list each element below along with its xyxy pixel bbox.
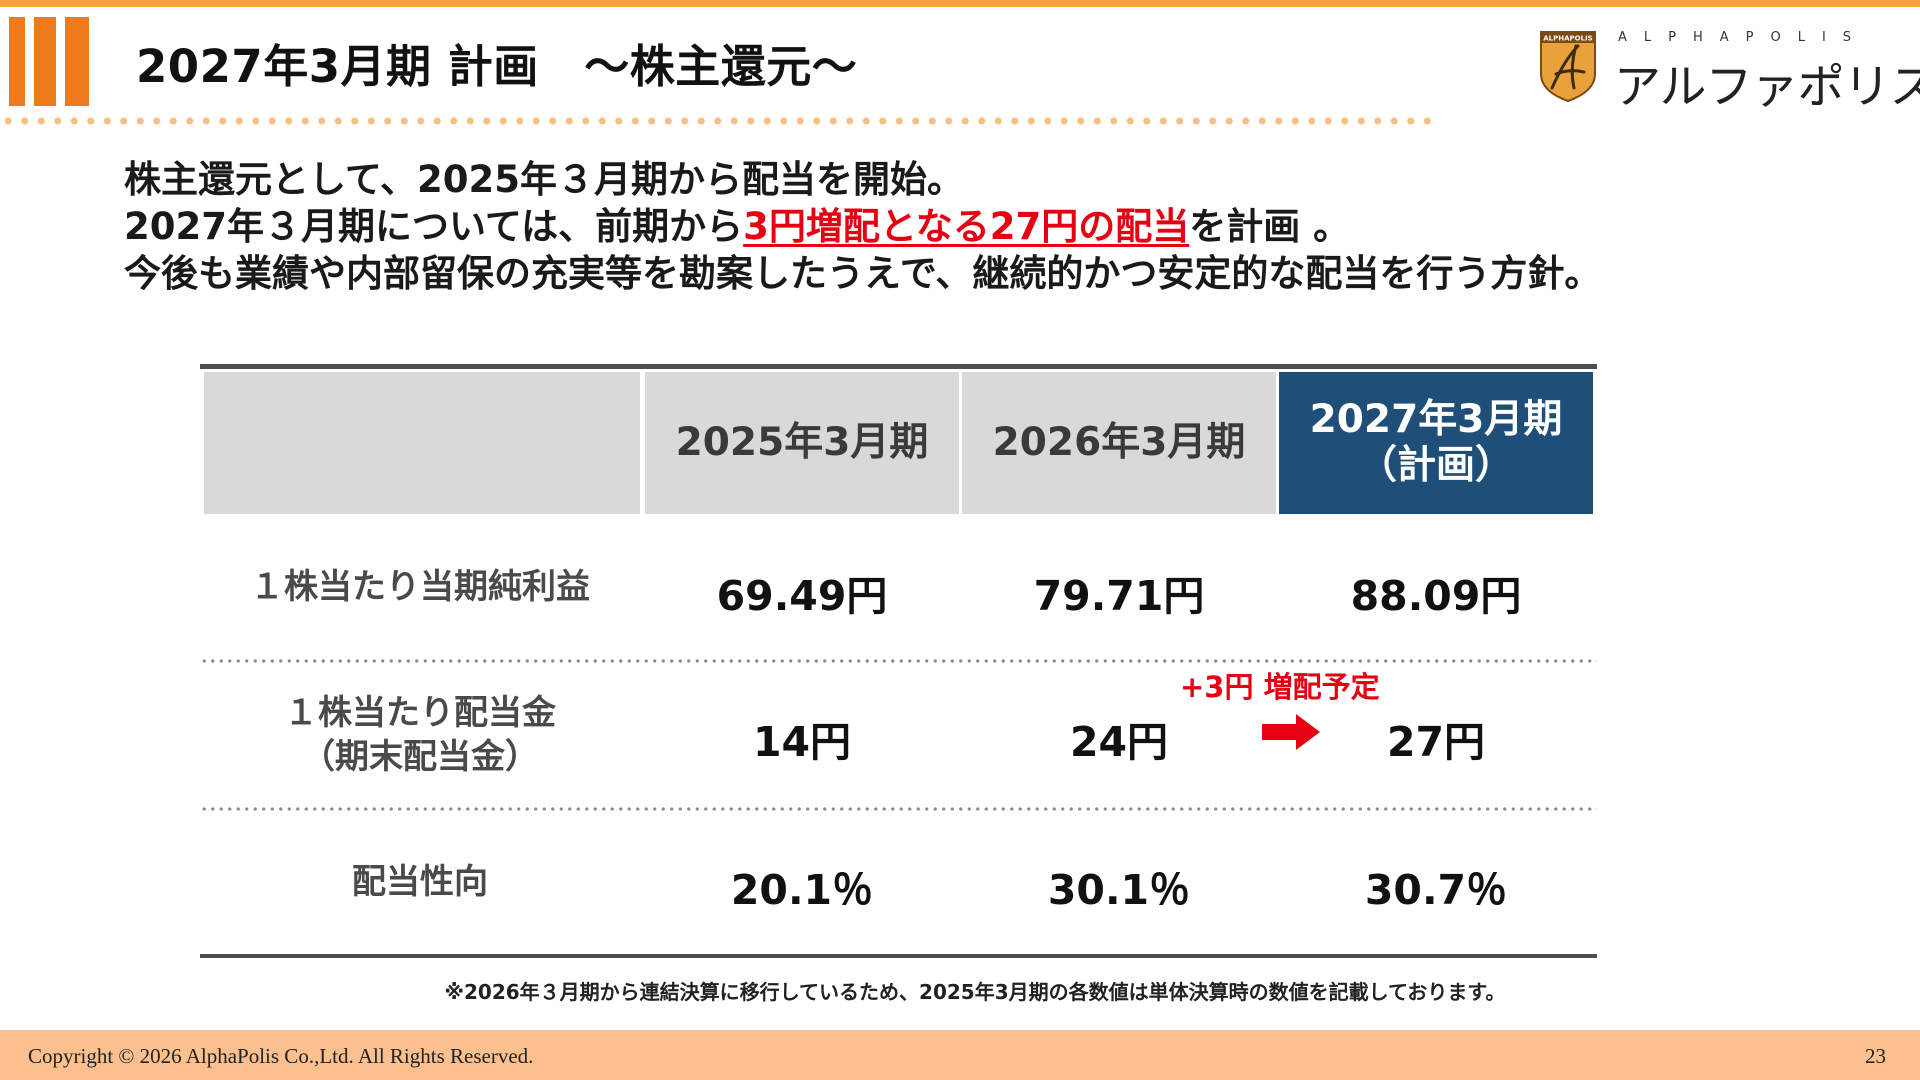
increase-note: +3円 増配予定	[1180, 670, 1380, 704]
column-header-2026: 2026年3月期	[962, 372, 1276, 514]
intro-line-1: 株主還元として、2025年３月期から配当を開始。	[124, 158, 965, 201]
footer-bar: Copyright © 2026 AlphaPolis Co.,Ltd. All…	[0, 1030, 1920, 1080]
company-logo: ALPHAPOLIS ALPHAPOLIS アルファポリス	[1538, 30, 1920, 115]
logo-japanese-text: アルファポリス	[1614, 60, 1920, 115]
logo-latin-text: ALPHAPOLIS	[1618, 30, 1869, 45]
dividend-highlight: 3円増配となる27円の配当	[743, 205, 1190, 248]
accent-bar	[9, 17, 25, 106]
table-bottom-border	[200, 954, 1597, 958]
eps-2026: 79.71円	[1033, 572, 1205, 620]
page-title: 2027年3月期 計画 ～株主還元～	[136, 40, 858, 93]
row-label-dps-line1: １株当たり配当金	[284, 693, 556, 733]
logo-shield-icon: ALPHAPOLIS	[1540, 31, 1596, 102]
row-label-eps: １株当たり当期純利益	[250, 567, 590, 607]
intro-line-3: 今後も業績や内部留保の充実等を勘案したうえで、継続的かつ安定的な配当を行う方針。	[124, 252, 1602, 295]
row-divider	[200, 659, 1597, 663]
right-arrow-icon	[1262, 714, 1320, 750]
copyright-text: Copyright © 2026 AlphaPolis Co.,Ltd. All…	[28, 1044, 534, 1068]
column-header-2027-plan: 2027年3月期 （計画）	[1279, 372, 1593, 514]
intro-line-2-pre: 2027年３月期については、前期から	[124, 205, 744, 248]
eps-2025: 69.49円	[716, 572, 888, 620]
intro-line-2-post: を計画 。	[1189, 205, 1351, 248]
top-accent-rule	[0, 0, 1920, 7]
dps-2027: 27円	[1386, 718, 1486, 766]
column-header-2027: 2027年3月期	[1309, 397, 1563, 442]
row-label-dps: １株当たり配当金 （期末配当金）	[200, 691, 640, 779]
row-divider	[200, 807, 1597, 811]
payout-2025: 20.1％	[730, 866, 874, 914]
dps-2026: 24円	[1069, 718, 1169, 766]
row-label-payout-ratio: 配当性向	[352, 862, 488, 902]
accent-bar	[65, 17, 89, 106]
payout-2026: 30.1％	[1047, 866, 1191, 914]
table-top-border	[200, 364, 1597, 369]
row-label-dps-line2: （期末配当金）	[301, 737, 539, 777]
title-dotted-divider	[0, 117, 1432, 125]
intro-text: 株主還元として、2025年３月期から配当を開始。 2027年３月期については、前…	[124, 156, 1884, 297]
intro-line-2: 2027年３月期については、前期から3円増配となる27円の配当を計画 。	[124, 203, 1884, 250]
header-empty-cell	[204, 372, 640, 514]
eps-2027: 88.09円	[1350, 572, 1522, 620]
dps-2025: 14円	[752, 718, 852, 766]
logo-badge-text: ALPHAPOLIS	[1543, 35, 1592, 43]
accent-bar	[34, 17, 56, 106]
column-header-2025: 2025年3月期	[645, 372, 959, 514]
payout-2027: 30.7％	[1364, 866, 1508, 914]
footnote: ※2026年３月期から連結決算に移行しているため、2025年3月期の各数値は単体…	[444, 980, 1506, 1004]
page-number: 23	[1865, 1044, 1886, 1068]
column-header-plan-note: （計画）	[1357, 443, 1514, 488]
